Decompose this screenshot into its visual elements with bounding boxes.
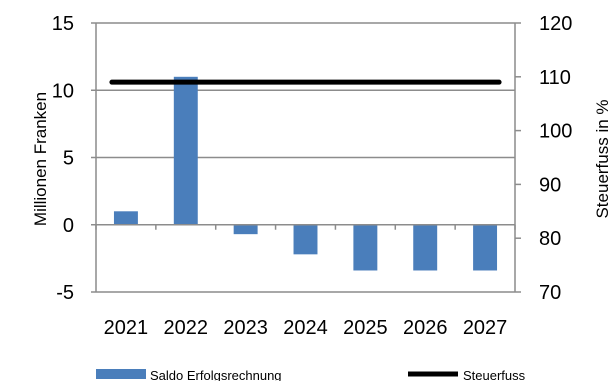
x-tick-label: 2026 bbox=[403, 317, 448, 339]
legend-swatch-bar bbox=[96, 369, 146, 379]
left-tick-label: 5 bbox=[63, 148, 74, 170]
left-axis-title: Millionen Franken bbox=[31, 92, 50, 226]
x-axis-ticks: 2021 2022 2023 2024 2025 2026 2027 bbox=[104, 317, 508, 339]
right-tick-label: 110 bbox=[539, 67, 571, 89]
right-tick-label: 90 bbox=[539, 174, 561, 196]
x-tick-label: 2023 bbox=[223, 317, 268, 339]
right-tick-label: 80 bbox=[539, 228, 561, 250]
right-tick-label: 100 bbox=[539, 121, 572, 143]
right-axis-title: Steuerfuss in % bbox=[593, 99, 612, 218]
left-tick-label: -5 bbox=[56, 282, 74, 304]
left-tick-label: 0 bbox=[63, 215, 74, 237]
left-tick-label: 15 bbox=[52, 13, 74, 35]
right-axis-ticks: 70 80 90 100 110 120 bbox=[539, 13, 572, 304]
left-axis-ticks: -5 0 5 10 15 bbox=[52, 13, 74, 304]
bar bbox=[473, 224, 498, 271]
bar bbox=[233, 224, 258, 235]
right-tick-label: 120 bbox=[539, 13, 572, 35]
x-tick-label: 2025 bbox=[343, 317, 388, 339]
bar bbox=[293, 224, 318, 255]
bar-series bbox=[113, 76, 498, 271]
right-tick-label: 70 bbox=[539, 282, 561, 304]
bar bbox=[353, 224, 378, 271]
gridlines bbox=[96, 22, 515, 293]
x-tick-label: 2021 bbox=[104, 317, 149, 339]
x-tick-label: 2022 bbox=[164, 317, 209, 339]
legend-label-line: Steuerfuss bbox=[463, 368, 526, 381]
bar bbox=[413, 224, 438, 271]
x-tick-label: 2027 bbox=[463, 317, 508, 339]
left-tick-label: 10 bbox=[52, 80, 74, 102]
bar bbox=[113, 211, 138, 225]
axes bbox=[91, 22, 521, 293]
legend: Saldo Erfolgsrechnung Steuerfuss bbox=[96, 368, 526, 381]
x-tick-label: 2024 bbox=[283, 317, 328, 339]
legend-label-bar: Saldo Erfolgsrechnung bbox=[150, 368, 282, 381]
bar bbox=[173, 76, 198, 225]
